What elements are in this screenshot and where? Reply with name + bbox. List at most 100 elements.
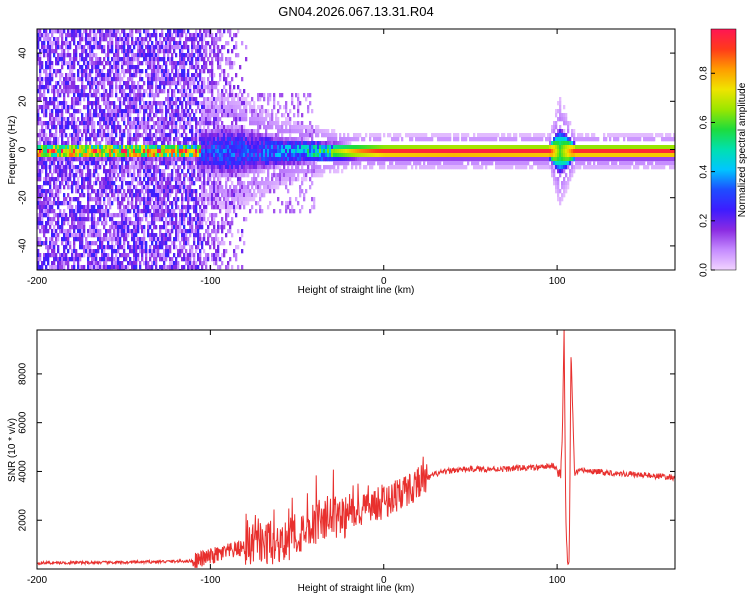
spectrogram-cell bbox=[181, 133, 184, 138]
spectrogram-cell bbox=[155, 217, 158, 222]
spectrogram-cell bbox=[213, 229, 216, 234]
spectrogram-cell bbox=[85, 237, 88, 242]
spectrogram-cell bbox=[189, 225, 192, 230]
spectrogram-cell bbox=[69, 157, 72, 162]
spectrogram-cell bbox=[113, 101, 116, 106]
spectrogram-cell bbox=[207, 193, 210, 198]
spectrogram-cell bbox=[71, 89, 74, 94]
spectrogram-cell bbox=[151, 57, 154, 62]
spectrogram-cell bbox=[45, 69, 48, 74]
spectrogram-cell bbox=[179, 29, 182, 34]
spectrogram-cell bbox=[149, 113, 152, 118]
spectrogram-cell bbox=[69, 61, 72, 66]
spectrogram-cell bbox=[117, 97, 120, 102]
spectrogram-cell bbox=[221, 97, 224, 102]
spectrogram-cell bbox=[205, 137, 208, 142]
spectrogram-cell bbox=[147, 65, 150, 70]
spectrogram-cell bbox=[217, 201, 220, 206]
spectrogram-cell bbox=[41, 193, 44, 198]
spectrogram-cell bbox=[183, 117, 186, 122]
spectrogram-cell bbox=[167, 209, 170, 214]
spectrogram-cell bbox=[113, 173, 116, 178]
spectrogram-cell bbox=[197, 201, 200, 206]
spectrogram-cell bbox=[191, 125, 194, 130]
spectrogram-cell bbox=[219, 117, 222, 122]
spectrogram-cell bbox=[147, 153, 150, 158]
spectrogram-cell bbox=[177, 29, 180, 34]
spectrogram-cell bbox=[77, 197, 80, 202]
spectrogram-cell bbox=[159, 149, 162, 154]
spectrogram-cell bbox=[101, 97, 104, 102]
spectrogram-cell bbox=[67, 145, 70, 150]
spectrogram-cell bbox=[177, 89, 180, 94]
spectrogram-cell bbox=[117, 41, 120, 46]
spectrogram-cell bbox=[273, 145, 276, 150]
spectrogram-cell bbox=[91, 133, 94, 138]
spectrogram-cell bbox=[211, 85, 214, 90]
spectrogram-cell bbox=[149, 197, 152, 202]
spectrogram-cell bbox=[61, 113, 64, 118]
spectrogram-cell bbox=[185, 93, 188, 98]
spectrogram-cell bbox=[123, 241, 126, 246]
spectrogram-cell bbox=[245, 137, 248, 142]
spectrogram-cell bbox=[105, 145, 108, 150]
spectrogram-cell bbox=[133, 97, 136, 102]
spectrogram-cell bbox=[101, 85, 104, 90]
spectrogram-cell bbox=[139, 93, 142, 98]
spectrogram-cell bbox=[103, 93, 106, 98]
spectrogram-cell bbox=[183, 165, 186, 170]
spectrogram-cell bbox=[101, 133, 104, 138]
spectrogram-cell bbox=[61, 261, 64, 266]
spectrogram-cell bbox=[215, 193, 218, 198]
spectrogram-cell bbox=[209, 117, 212, 122]
spectrogram-cell bbox=[85, 153, 88, 158]
spectrogram-cell bbox=[237, 201, 240, 206]
spectrogram-cell bbox=[129, 261, 132, 266]
spectrogram-cell bbox=[137, 221, 140, 226]
spectrogram-cell bbox=[93, 29, 96, 34]
spectrogram-cell bbox=[97, 205, 100, 210]
spectrogram-cell bbox=[123, 209, 126, 214]
spectrogram-cell bbox=[181, 205, 184, 210]
spectrogram-cell bbox=[95, 257, 98, 262]
spectrogram-cell bbox=[111, 133, 114, 138]
spectrogram-cell bbox=[55, 201, 58, 206]
spectrogram-cell bbox=[133, 177, 136, 182]
spectrogram-cell bbox=[193, 141, 196, 146]
spectrogram-cell bbox=[211, 193, 214, 198]
spectrogram-cell bbox=[57, 149, 60, 154]
spectrogram-cell bbox=[41, 129, 44, 134]
spectrogram-cell bbox=[185, 213, 188, 218]
spectrogram-cell bbox=[283, 105, 286, 110]
spectrogram-cell bbox=[189, 121, 192, 126]
spectrogram-cell bbox=[197, 105, 200, 110]
spectrogram-cell bbox=[41, 221, 44, 226]
spectrogram-cell bbox=[125, 37, 128, 42]
spectrogram-cell bbox=[95, 61, 98, 66]
spectrogram-cell bbox=[149, 77, 152, 82]
spectrogram-cell bbox=[57, 61, 60, 66]
spectrogram-cell bbox=[283, 129, 286, 134]
spectrogram-cell bbox=[165, 81, 168, 86]
spectrogram-cell bbox=[109, 181, 112, 186]
spectrogram-cell bbox=[173, 37, 176, 42]
spectrogram-cell bbox=[141, 69, 144, 74]
spectrogram-cell bbox=[151, 189, 154, 194]
spectrogram-cell bbox=[147, 85, 150, 90]
spectrogram-cell bbox=[73, 33, 76, 38]
spectrogram-cell bbox=[151, 213, 154, 218]
spectrogram-cell bbox=[195, 225, 198, 230]
spectrogram-cell bbox=[181, 257, 184, 262]
spectrogram-cell bbox=[235, 165, 238, 170]
spectrogram-cell bbox=[141, 105, 144, 110]
spectrogram-cell bbox=[233, 253, 236, 258]
spectrogram-cell bbox=[143, 141, 146, 146]
spectrogram-cell bbox=[139, 217, 142, 222]
spectrogram-cell bbox=[47, 245, 50, 250]
spectrogram-cell bbox=[77, 233, 80, 238]
spectrogram-cell bbox=[65, 261, 68, 266]
spectrogram-cell bbox=[135, 109, 138, 114]
spectrogram-cell bbox=[179, 241, 182, 246]
spectrogram-cell bbox=[93, 257, 96, 262]
spectrogram-cell bbox=[63, 53, 66, 58]
